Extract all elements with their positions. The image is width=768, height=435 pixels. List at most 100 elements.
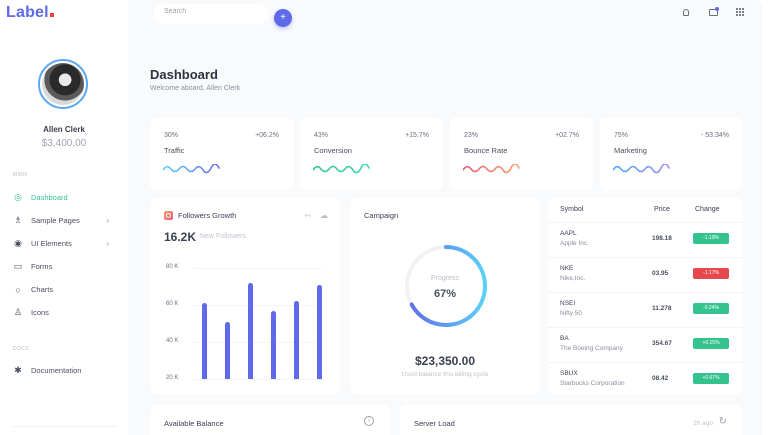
- stat-delta: +02.7%: [555, 132, 579, 139]
- bar[interactable]: [225, 321, 230, 379]
- page-subtitle: Welcome aboard, Allen Clerk: [150, 85, 241, 92]
- bell-icon[interactable]: [681, 7, 691, 17]
- bar[interactable]: [294, 301, 299, 379]
- change-badge: -1.19%: [693, 233, 729, 244]
- column-header-price: Price: [654, 206, 670, 213]
- stat-percent: 75%: [614, 132, 629, 139]
- stock-symbol: BA: [560, 335, 569, 342]
- stock-company: The Boeing Company: [560, 345, 623, 352]
- table-row[interactable]: BA The Boeing Company 354.67 +0.15%: [548, 327, 743, 362]
- change-badge: -1.17%: [693, 268, 729, 279]
- stat-card-marketing: 75% - 53.34% Marketing: [600, 118, 743, 190]
- user-name: Allen Clerk: [43, 125, 85, 134]
- avatar[interactable]: [38, 59, 88, 109]
- server-load-time: 2h ago: [693, 420, 713, 427]
- bar[interactable]: [202, 303, 207, 379]
- logo-text: Label: [6, 4, 49, 21]
- stat-percent: 30%: [164, 132, 179, 139]
- sidebar-item-documentation[interactable]: ✱ Documentation: [0, 359, 128, 382]
- search-add-button[interactable]: +: [274, 9, 292, 27]
- followers-count: 16.2K: [164, 230, 197, 244]
- sparkline: [613, 164, 670, 174]
- bar[interactable]: [271, 310, 276, 379]
- main-content: + Dashboard Welcome aboard, Allen Clerk …: [128, 0, 763, 435]
- available-balance-card: Available Balance i: [150, 405, 390, 435]
- search-input[interactable]: [164, 8, 234, 15]
- page-title: Dashboard: [150, 67, 218, 82]
- campaign-amount-label: Used balance this billing cycle: [401, 371, 489, 378]
- card-title: Campaign: [364, 211, 399, 220]
- sidebar: Label Allen Clerk $3,400,00 MAIN ◎ Dashbo…: [0, 0, 128, 435]
- y-axis-tick: 60 K: [166, 301, 179, 307]
- progress-value: 67%: [433, 288, 457, 300]
- sidebar-item-label: Forms: [31, 262, 53, 271]
- calendar-icon: ▭: [13, 261, 23, 271]
- sparkline: [313, 164, 370, 174]
- gridline: [194, 268, 322, 269]
- stock-symbol: AAPL: [560, 230, 577, 237]
- sidebar-item-dashboard[interactable]: ◎ Dashboard: [0, 186, 128, 209]
- cloud-icon[interactable]: ☁: [320, 211, 328, 220]
- stat-delta: +15.7%: [405, 132, 429, 139]
- sidebar-item-ui-elements[interactable]: ◉ UI Elements ›: [0, 232, 128, 255]
- stat-label: Bounce Rate: [464, 146, 508, 155]
- stock-price: 354.67: [652, 340, 672, 347]
- table-row[interactable]: SBUX Starbucks Corporation 08.42 +0.67%: [548, 362, 743, 397]
- followers-count-label: New Followers: [200, 233, 246, 240]
- sparkline: [463, 164, 520, 174]
- sidebar-divider: [13, 426, 117, 427]
- info-icon[interactable]: i: [364, 416, 374, 426]
- sidebar-item-charts[interactable]: ○ Charts: [0, 278, 128, 301]
- message-icon[interactable]: [708, 7, 719, 17]
- stat-card-bounce-rate: 23% +02.7% Bounce Rate: [450, 118, 593, 190]
- card-title: Server Load: [414, 419, 455, 428]
- progress-ring: [403, 243, 489, 329]
- sidebar-item-forms[interactable]: ▭ Forms: [0, 255, 128, 278]
- logo[interactable]: Label: [6, 4, 54, 22]
- stock-price: 03.95: [652, 270, 669, 277]
- bar[interactable]: [317, 284, 322, 379]
- table-row[interactable]: AAPL Apple Inc. 198.18 -1.19%: [548, 222, 743, 257]
- card-title: Available Balance: [164, 419, 224, 428]
- table-row[interactable]: NSEI Nifty 50 11.278 -0.24%: [548, 292, 743, 327]
- y-axis-tick: 20 K: [166, 375, 179, 381]
- sidebar-item-label: Charts: [31, 285, 54, 294]
- stat-label: Marketing: [614, 146, 647, 155]
- sparkline: [163, 164, 220, 174]
- stat-delta: +06.2%: [255, 132, 279, 139]
- avatar-image: [42, 63, 84, 105]
- notification-dot: [715, 7, 719, 11]
- stock-company: Starbucks Corporation: [560, 380, 625, 387]
- stock-company: Nike,Inc.: [560, 275, 586, 282]
- change-badge: +0.15%: [693, 338, 729, 349]
- change-badge: -0.24%: [693, 303, 729, 314]
- sidebar-item-sample-pages[interactable]: ♗ Sample Pages ›: [0, 209, 128, 232]
- stock-price: 08.42: [652, 375, 669, 382]
- stock-symbol: SBUX: [560, 370, 578, 377]
- circle-icon: ○: [15, 284, 21, 295]
- flask-icon: ♗: [13, 215, 23, 225]
- stat-delta: - 53.34%: [700, 132, 729, 139]
- stocks-table: Symbol Price Change AAPL Apple Inc. 198.18…: [548, 198, 743, 394]
- stat-percent: 43%: [314, 132, 329, 139]
- sidebar-item-label: Icons: [31, 308, 49, 317]
- stock-price: 198.18: [652, 235, 672, 242]
- asterisk-icon: ✱: [14, 365, 22, 375]
- gridline: [194, 379, 322, 380]
- table-row[interactable]: NKE Nike,Inc. 03.95 -1.17%: [548, 257, 743, 292]
- refresh-icon[interactable]: ↻: [718, 416, 727, 427]
- apps-grid-icon[interactable]: [735, 7, 745, 17]
- y-axis-tick: 40 K: [166, 338, 179, 344]
- expand-icon[interactable]: ⇿: [304, 211, 311, 220]
- sidebar-nav: ◎ Dashboard ♗ Sample Pages › ◉ UI Elements › ▭ Fo…: [0, 186, 128, 324]
- followers-growth-card: Followers Growth ⇿ ☁ 16.2K New Followers…: [150, 198, 340, 394]
- dashboard-icon: ◎: [14, 192, 22, 202]
- stat-label: Traffic: [164, 146, 185, 155]
- search-box: +: [154, 4, 292, 27]
- sidebar-item-icons[interactable]: ♙ Icons: [0, 301, 128, 324]
- y-axis-tick: 80 K: [166, 264, 179, 270]
- sidebar-item-label: Sample Pages: [31, 216, 80, 225]
- bar[interactable]: [248, 282, 253, 379]
- section-label-docs: DOCS: [13, 346, 30, 352]
- stock-price: 11.278: [652, 305, 672, 312]
